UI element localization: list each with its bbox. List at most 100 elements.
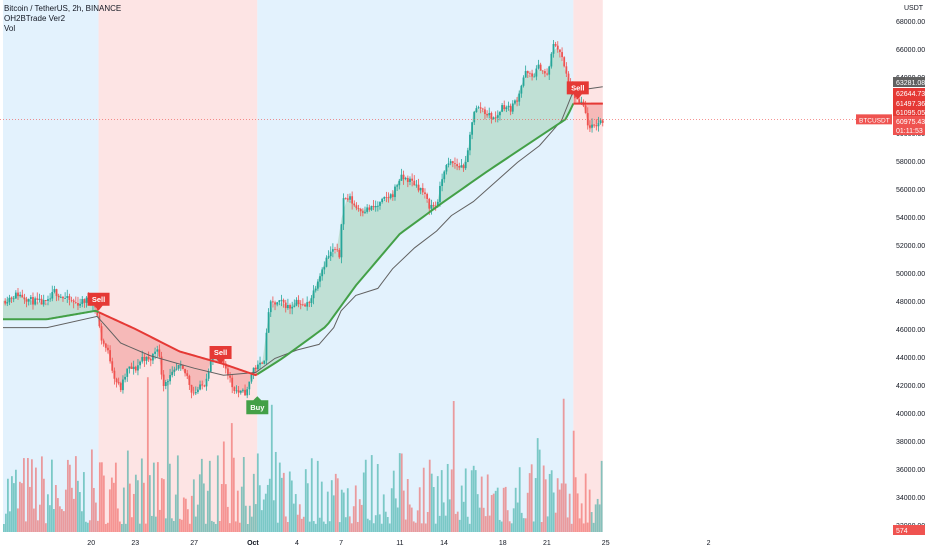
candle: [74, 296, 77, 304]
candle: [361, 208, 364, 217]
volume-bar: [360, 504, 363, 532]
volume-bar: [214, 523, 217, 532]
volume-bar: [484, 516, 487, 532]
price-tick-label: 56000.00: [896, 187, 925, 194]
volume-bar: [130, 517, 133, 532]
volume-bar: [380, 523, 383, 532]
volume-bar: [548, 473, 551, 532]
volume-bar: [596, 498, 599, 532]
candle: [490, 111, 493, 124]
volume-bar: [310, 458, 313, 532]
candle: [147, 351, 150, 363]
candle: [79, 298, 82, 308]
candle-body: [379, 202, 381, 206]
candle-body: [23, 297, 26, 300]
candle: [278, 299, 281, 306]
candle: [589, 120, 591, 132]
candle: [308, 301, 311, 308]
candle: [591, 118, 593, 133]
candle: [59, 293, 62, 298]
signal-marker: [566, 81, 589, 100]
volume-bar: [570, 523, 573, 532]
volume-bar: [46, 494, 49, 532]
volume-bar: [430, 473, 433, 532]
candle-body: [364, 211, 366, 213]
candle: [53, 285, 56, 294]
volume-bar: [150, 515, 153, 532]
candle: [338, 248, 341, 259]
volume-bar: [242, 457, 245, 532]
volume-bar: [486, 474, 489, 532]
volume-bar: [274, 451, 277, 532]
candle-body: [473, 112, 476, 123]
candle: [402, 170, 405, 185]
candle: [321, 267, 324, 281]
volume-bar: [552, 492, 555, 532]
legend-indicator-vol[interactable]: Vol: [4, 24, 16, 33]
candle: [529, 71, 531, 78]
volume-bar: [158, 509, 161, 532]
candle: [34, 296, 37, 306]
candle-body: [421, 187, 424, 193]
candle-body: [593, 124, 596, 126]
price-tag-label: 574: [896, 528, 908, 535]
volume-bar: [226, 506, 229, 532]
volume-bar: [170, 518, 173, 532]
volume-bar: [160, 478, 163, 532]
candle: [310, 295, 313, 307]
volume-bar: [50, 459, 53, 532]
volume-bar: [366, 518, 369, 532]
candle: [299, 300, 302, 310]
price-tag-bg: [893, 77, 925, 87]
volume-bar: [424, 523, 427, 532]
price-tick-label: 46000.00: [896, 327, 925, 334]
candle: [355, 202, 358, 211]
candle-body: [548, 66, 551, 75]
candle-body: [12, 298, 15, 300]
candle: [263, 360, 266, 365]
candle-body: [182, 364, 184, 369]
volume-bar: [526, 492, 529, 532]
legend-symbol-line[interactable]: Bitcoin / TetherUS, 2h, BINANCE: [4, 4, 122, 13]
volume-bar: [404, 519, 407, 532]
candle: [27, 298, 30, 306]
candle: [331, 243, 334, 258]
candle: [19, 291, 22, 298]
candle: [64, 292, 67, 299]
candle-body: [134, 366, 137, 371]
candle: [554, 41, 557, 48]
volume-bar: [60, 509, 63, 532]
candle: [456, 158, 459, 171]
volume-bar: [482, 507, 485, 532]
candle: [419, 187, 422, 195]
volume-bar: [284, 516, 287, 532]
trend-line-buy: [3, 309, 99, 321]
candle-body: [8, 297, 11, 303]
volume-bar: [456, 511, 459, 532]
candle-body: [312, 290, 315, 299]
candle: [563, 56, 566, 68]
volume-bar: [400, 453, 403, 532]
volume-bar: [42, 478, 45, 532]
volume-bar: [542, 465, 545, 532]
volume-bar: [376, 464, 379, 532]
candle: [12, 296, 15, 303]
volume-bar: [66, 459, 69, 532]
candle: [426, 192, 429, 203]
volume-bar: [156, 462, 159, 532]
volume-bar: [448, 499, 451, 532]
volume-bar: [568, 493, 571, 532]
volume-bar: [12, 483, 15, 532]
volume-bar: [216, 455, 219, 532]
volume-bar: [460, 485, 463, 532]
volume-bar: [208, 460, 211, 532]
candle: [40, 294, 43, 305]
candle-body: [291, 306, 294, 309]
volume-bar: [598, 504, 601, 532]
volume-bar: [26, 458, 29, 532]
legend-indicator-ohbtrade[interactable]: OH2BTrade Ver2: [4, 14, 66, 23]
candle-body: [169, 375, 171, 382]
candle-body: [537, 64, 540, 69]
